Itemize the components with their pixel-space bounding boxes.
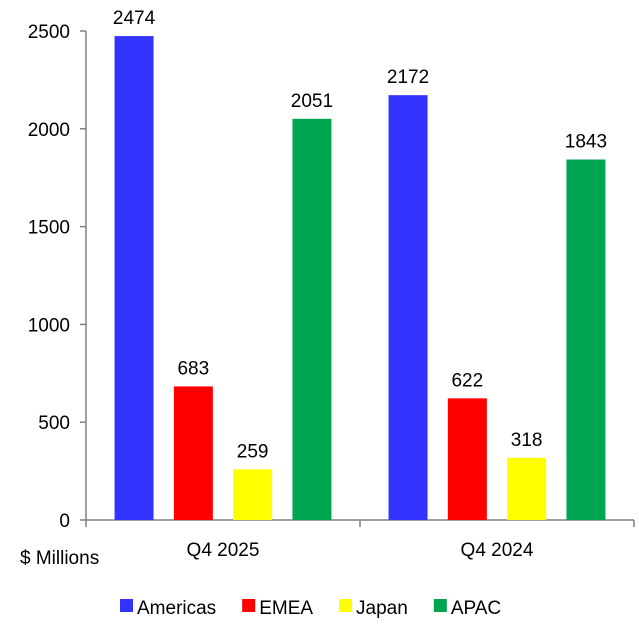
data-label: 622 <box>451 370 483 391</box>
legend-swatch <box>339 599 353 612</box>
bar <box>447 398 487 520</box>
y-tick-label: 500 <box>38 413 70 434</box>
x-category-label: Q4 2025 <box>187 540 260 561</box>
legend-label: EMEA <box>259 598 313 619</box>
legend-swatch <box>433 599 447 612</box>
bar <box>507 457 547 520</box>
data-label: 1843 <box>565 132 607 153</box>
legend: Americas EMEA Japan APAC <box>120 598 501 619</box>
legend-swatch <box>242 599 256 612</box>
legend-label: APAC <box>451 598 501 619</box>
y-axis-unit-label: $ Millions <box>20 548 100 569</box>
legend-label: Americas <box>137 598 216 619</box>
data-label: 683 <box>177 358 209 379</box>
bar <box>114 36 154 520</box>
x-category-label: Q4 2024 <box>461 540 534 561</box>
bar <box>233 469 273 520</box>
bar <box>566 159 606 520</box>
legend-label: Japan <box>356 598 408 619</box>
data-label: 2051 <box>291 91 333 112</box>
bar <box>388 95 428 520</box>
x-axis: Q4 2025 Q4 2024 <box>85 519 635 561</box>
bar <box>173 386 213 520</box>
y-tick-label: 1500 <box>28 218 70 239</box>
bar <box>292 118 332 520</box>
bars: 2474 683 259 2051 2172 622 318 1843 <box>113 8 607 520</box>
data-label: 259 <box>237 441 269 462</box>
y-tick-label: 2000 <box>28 120 70 141</box>
legend-swatch <box>120 599 133 612</box>
data-label: 2172 <box>387 67 429 88</box>
data-label: 318 <box>511 430 543 451</box>
data-label: 2474 <box>113 8 156 29</box>
y-tick-label: 0 <box>59 511 70 532</box>
y-tick-label: 2500 <box>28 22 70 43</box>
y-tick-label: 1000 <box>28 315 70 336</box>
y-axis: 0 500 1000 1500 2000 2500 <box>28 22 87 532</box>
